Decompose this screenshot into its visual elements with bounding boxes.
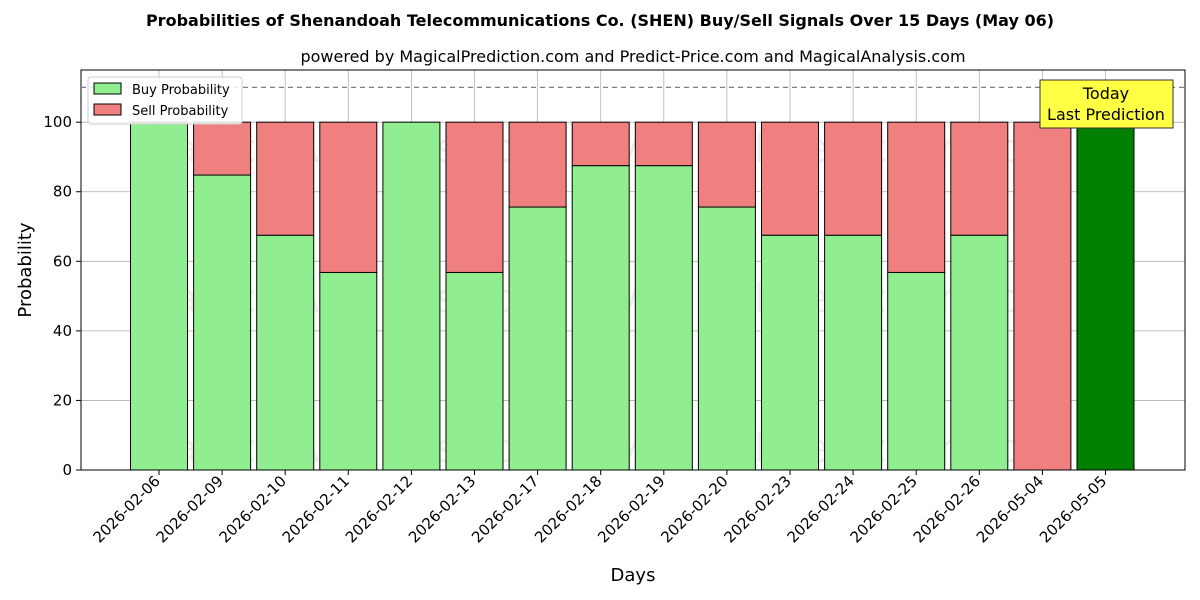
buy-bar bbox=[319, 271, 378, 471]
x-tick-label: 2026-02-23 bbox=[720, 472, 794, 546]
annotation-line-1: Today bbox=[1082, 84, 1129, 103]
y-axis-ticks: 0 20 40 60 80 100 bbox=[43, 113, 81, 479]
legend-swatch-buy bbox=[93, 82, 122, 95]
x-tick-label: 2026-02-17 bbox=[468, 472, 542, 546]
x-tick-label: 2026-02-13 bbox=[405, 472, 479, 546]
buy-bar bbox=[761, 234, 819, 471]
y-tick-label: 40 bbox=[53, 322, 72, 340]
x-tick-label: 2026-02-09 bbox=[153, 472, 227, 546]
x-tick-label: 2026-02-26 bbox=[910, 472, 984, 546]
y-tick-label: 60 bbox=[53, 252, 72, 270]
sell-bar bbox=[1013, 121, 1072, 471]
sell-bar bbox=[193, 121, 252, 176]
sell-bar bbox=[634, 121, 693, 167]
buy-bar bbox=[571, 165, 630, 471]
annotation-line-2: Last Prediction bbox=[1047, 105, 1165, 124]
sell-bar bbox=[256, 121, 315, 236]
sell-bar bbox=[571, 121, 630, 167]
plot-frame bbox=[80, 69, 1186, 471]
legend-swatch-sell bbox=[93, 103, 122, 116]
y-axis-label: Probability bbox=[15, 222, 36, 317]
buy-bar bbox=[887, 271, 946, 471]
sell-bar bbox=[887, 121, 946, 273]
buy-bar bbox=[130, 121, 188, 471]
buy-bar bbox=[824, 234, 883, 471]
sell-bar bbox=[824, 121, 883, 236]
y-tick-label: 0 bbox=[62, 461, 72, 479]
sell-bar bbox=[319, 121, 378, 273]
y-tick-label: 20 bbox=[53, 391, 72, 409]
x-tick-label: 2026-05-04 bbox=[973, 472, 1047, 546]
buy-bar bbox=[508, 206, 567, 471]
legend-label-sell: Sell Probability bbox=[132, 104, 229, 119]
buy-bar bbox=[634, 165, 693, 471]
x-tick-label: 2026-02-25 bbox=[847, 472, 921, 546]
buy-bar bbox=[950, 234, 1009, 471]
legend: Buy Probability Sell Probability bbox=[87, 76, 243, 125]
today-annotation: Today Last Prediction bbox=[1039, 79, 1174, 129]
buy-bar bbox=[382, 121, 441, 471]
chart-title: Probabilities of Shenandoah Telecommunic… bbox=[146, 11, 1054, 30]
bar-layer bbox=[130, 121, 1135, 471]
x-tick-label: 2026-05-05 bbox=[1036, 472, 1110, 546]
x-axis-ticks: 2026-02-062026-02-092026-02-102026-02-11… bbox=[89, 470, 1110, 546]
x-tick-label: 2026-02-19 bbox=[594, 472, 668, 546]
x-tick-label: 2026-02-20 bbox=[657, 472, 731, 546]
buy-bar bbox=[256, 234, 315, 471]
buy-bar bbox=[445, 271, 504, 471]
y-tick-label: 80 bbox=[53, 183, 72, 201]
legend-box bbox=[87, 76, 243, 125]
x-tick-label: 2026-02-24 bbox=[784, 472, 858, 546]
x-tick-label: 2026-02-10 bbox=[216, 472, 290, 546]
x-tick-label: 2026-02-18 bbox=[531, 472, 605, 546]
sell-bar bbox=[950, 121, 1009, 236]
buy-bar bbox=[1076, 121, 1135, 471]
chart-subtitle: powered by MagicalPrediction.com and Pre… bbox=[300, 47, 965, 66]
buy-bar bbox=[193, 174, 252, 471]
legend-label-buy: Buy Probability bbox=[132, 83, 230, 98]
y-tick-label: 100 bbox=[43, 113, 72, 131]
sell-bar bbox=[697, 121, 756, 208]
sell-bar bbox=[508, 121, 567, 208]
sell-bar bbox=[445, 121, 504, 273]
x-tick-label: 2026-02-06 bbox=[89, 472, 163, 546]
x-tick-label: 2026-02-12 bbox=[342, 472, 416, 546]
buy-bar bbox=[697, 206, 756, 471]
sell-bar bbox=[761, 121, 819, 236]
x-axis-label: Days bbox=[611, 565, 656, 586]
annotation-box bbox=[1039, 79, 1174, 129]
x-tick-label: 2026-02-11 bbox=[279, 472, 353, 546]
